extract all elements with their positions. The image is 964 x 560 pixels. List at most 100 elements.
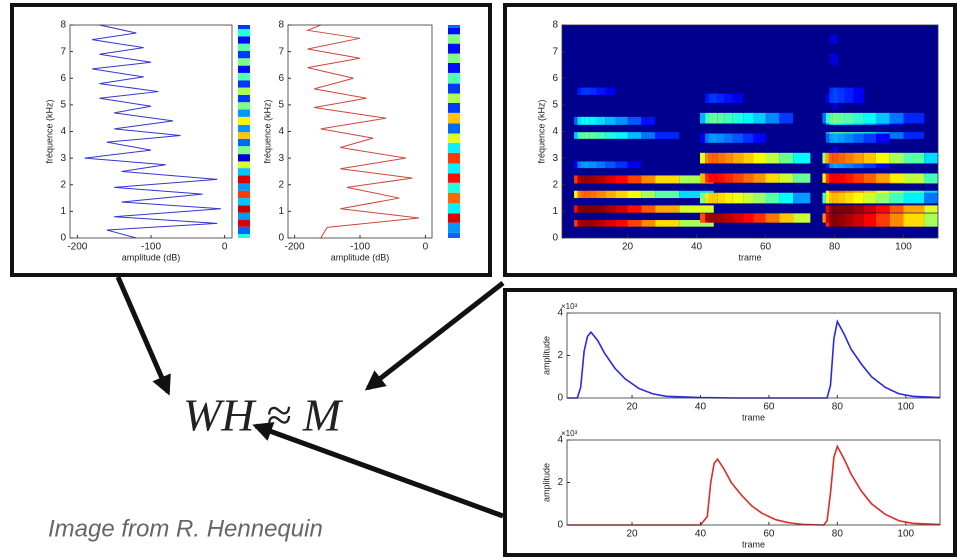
heat-cell (717, 93, 725, 103)
activation-line (567, 444, 941, 526)
heat-cell (732, 152, 744, 164)
heat-cell (641, 132, 656, 139)
heat-cell (717, 112, 725, 124)
heat-cell (712, 173, 718, 183)
x-tick-label: -200 (285, 242, 305, 253)
heat-cell (765, 112, 780, 124)
heat-cell (641, 205, 656, 213)
heat-cell (825, 173, 830, 183)
heat-cell (765, 213, 780, 223)
y-tick-label: 2 (278, 179, 284, 190)
heat-cell (793, 152, 811, 164)
heat-cell (903, 152, 925, 164)
heat-cell (732, 192, 744, 204)
heat-cell (708, 213, 713, 223)
y-tick-label: 0 (557, 393, 563, 404)
heat-cell (641, 220, 656, 227)
heat-cell (732, 112, 744, 124)
heat-cell (863, 220, 876, 227)
x-tick-label: 40 (691, 242, 703, 253)
heat-cell (875, 205, 890, 213)
x-axis-label: trame (742, 539, 765, 549)
heat-cell (699, 152, 706, 164)
heat-cell (924, 213, 938, 223)
heat-cell (732, 133, 744, 143)
heat-cell (615, 161, 628, 169)
heat-cell (875, 133, 890, 143)
heat-cell (627, 205, 642, 213)
color-bar-cell (238, 161, 250, 169)
heat-cell (793, 173, 811, 183)
y-tick-label: 0 (552, 233, 558, 244)
heat-cell (863, 161, 876, 169)
color-bar-cell (238, 175, 250, 184)
heat-cell (853, 192, 864, 204)
heat-cell (679, 175, 714, 184)
y-tick-label: 6 (60, 73, 66, 84)
heat-cell (837, 173, 845, 183)
heat-cell (577, 205, 581, 213)
heat-cell (863, 152, 876, 164)
heat-cell (577, 87, 581, 95)
heat-cell (712, 112, 718, 124)
heat-cell (708, 133, 713, 143)
heat-cell (743, 133, 754, 143)
heat-cell (822, 112, 826, 124)
heat-cell (743, 152, 754, 164)
heat-cell (793, 213, 811, 223)
heat-cell (853, 213, 864, 223)
color-bar-cell (448, 192, 460, 204)
heat-cell (829, 192, 833, 204)
h-panel (503, 288, 957, 557)
heat-cell (837, 220, 845, 227)
color-bar-cell (448, 203, 460, 214)
color-bar-cell (238, 220, 250, 227)
heat-cell (574, 161, 578, 169)
heat-cell (825, 213, 830, 223)
heat-cell (641, 175, 656, 184)
heat-cell (577, 132, 581, 139)
heat-cell (712, 213, 718, 223)
heat-cell (574, 205, 578, 213)
heat-cell (699, 213, 706, 223)
heat-cell (822, 192, 826, 204)
heat-cell (825, 133, 830, 143)
color-bar-cell (448, 213, 460, 223)
heat-cell (924, 205, 938, 213)
color-bar-cell (238, 102, 250, 110)
heat-cell (837, 87, 845, 95)
x-axis-label: trame (742, 412, 765, 422)
heat-cell (596, 132, 606, 139)
heat-cell (589, 190, 597, 199)
y-tick-label: 1 (60, 206, 66, 217)
heat-cell (589, 132, 597, 139)
heat-cell (743, 213, 754, 223)
heat-cell (577, 190, 581, 199)
arrow (364, 281, 505, 391)
heat-cell (844, 93, 854, 103)
heat-cell (605, 205, 616, 213)
heat-cell (699, 112, 706, 124)
heat-cell (717, 152, 725, 164)
heat-cell (627, 161, 642, 169)
heat-cell (584, 175, 590, 184)
color-bar-cell (238, 80, 250, 88)
heat-cell (724, 213, 733, 223)
heat-cell (765, 173, 780, 183)
heat-cell (832, 146, 838, 155)
color-bar-cell (448, 182, 460, 193)
heat-cell (832, 53, 838, 63)
color-bar-cell (448, 112, 460, 124)
heat-cell (832, 152, 838, 164)
heat-cell (615, 116, 628, 125)
heat-cell (605, 161, 616, 169)
heat-cell (577, 220, 581, 227)
heat-cell (829, 205, 833, 213)
heat-cell (615, 220, 628, 227)
y-tick-label: 0 (60, 233, 66, 244)
heat-cell (655, 190, 680, 199)
y-tick-label: 8 (60, 20, 66, 31)
heat-cell (596, 161, 606, 169)
heat-cell (580, 161, 585, 169)
heat-cell (615, 190, 628, 199)
